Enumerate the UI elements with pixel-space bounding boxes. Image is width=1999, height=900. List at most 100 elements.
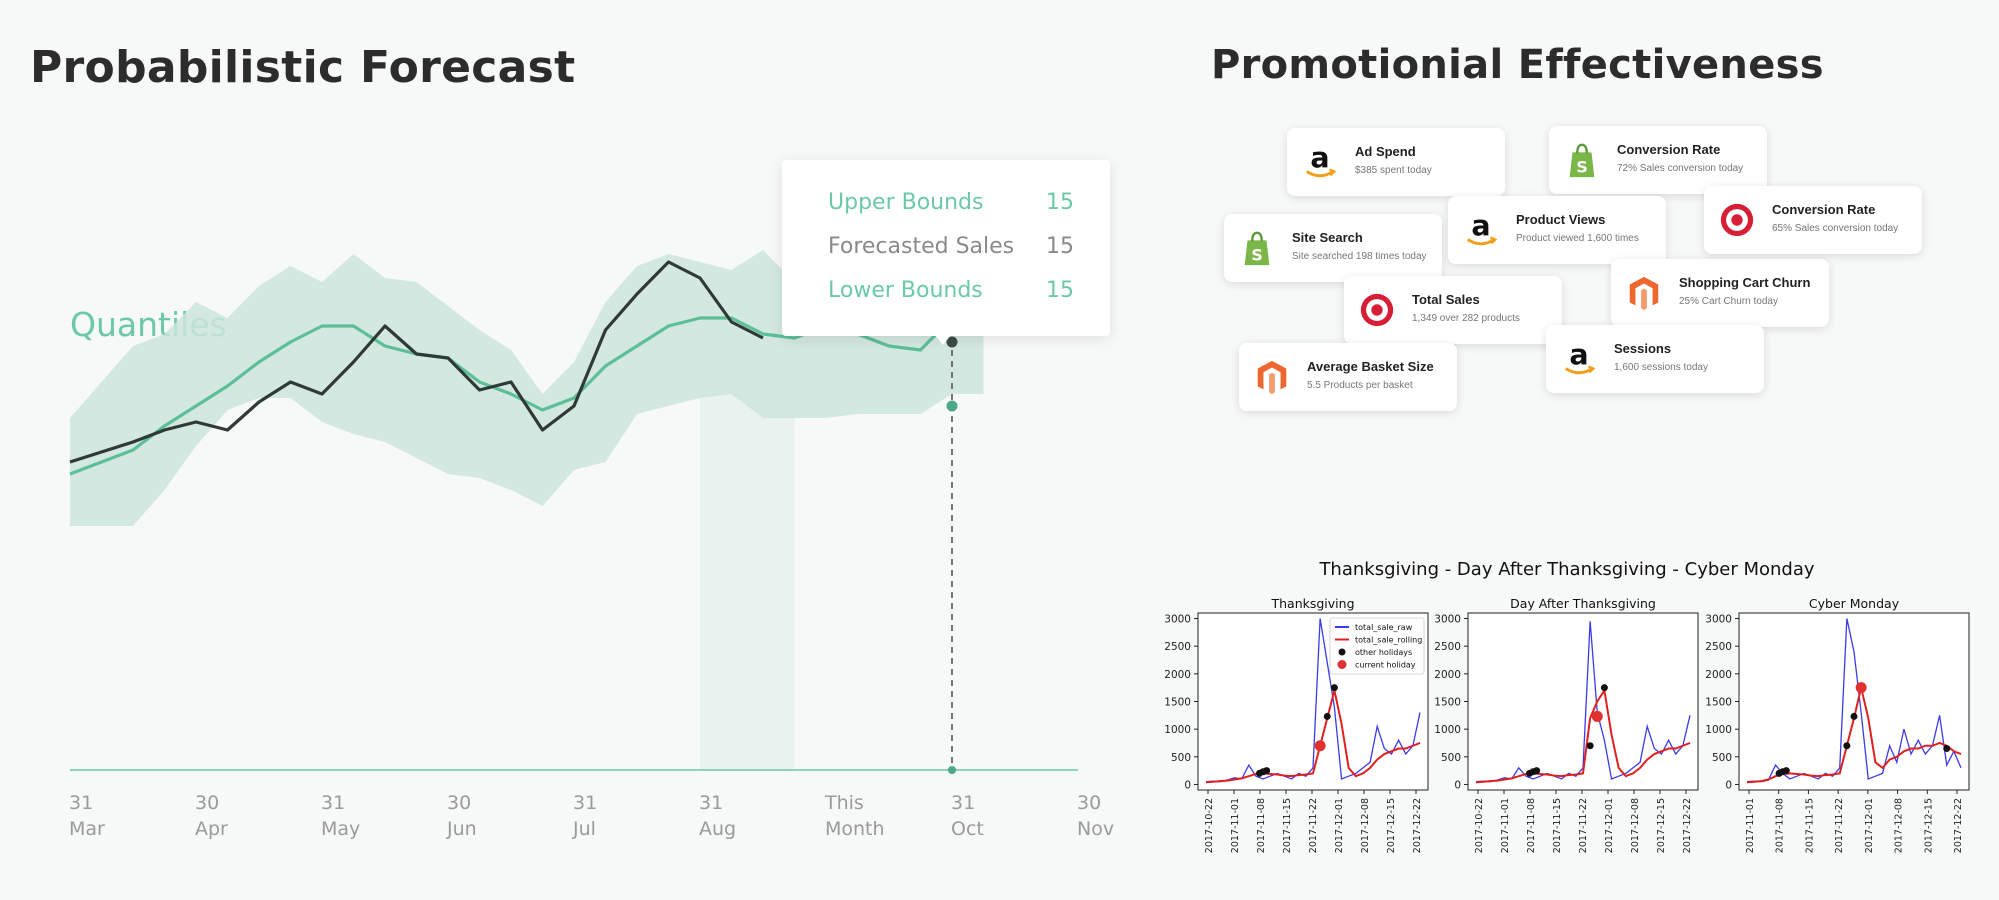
tooltip-value-lower: 15 <box>1046 278 1074 303</box>
card-title: Total Sales <box>1412 292 1480 307</box>
x-tick-label: 2017-11-01 <box>1230 798 1241 853</box>
card-subtitle: $385 spent today <box>1355 165 1432 176</box>
x-tick-label: 2017-11-15 <box>1804 798 1815 853</box>
x-tick-label: 30 Apr <box>195 792 228 840</box>
x-tick-label: 2017-12-08 <box>1360 798 1371 853</box>
metric-card-target[interactable]: Total Sales 1,349 over 282 products <box>1344 276 1562 344</box>
x-tick-label: 31 Aug <box>699 792 736 840</box>
other-holiday-point <box>1330 684 1338 692</box>
metric-card-shopify[interactable]: S Site Search Site searched 198 times toda… <box>1224 214 1442 282</box>
x-tick-label: 2017-11-15 <box>1282 798 1293 853</box>
x-tick-label: 2017-11-22 <box>1834 798 1845 853</box>
highlight-region <box>700 352 795 770</box>
x-tick-label: 2017-12-01 <box>1864 798 1875 853</box>
svg-text:a: a <box>1310 143 1329 175</box>
metric-card-amazon[interactable]: a Sessions 1,600 sessions today <box>1546 325 1764 393</box>
metric-card-magento[interactable]: Shopping Cart Churn 25% Cart Churn today <box>1611 259 1829 327</box>
other-holiday-point <box>1600 684 1608 692</box>
series-total-sale-rolling <box>1205 690 1421 784</box>
x-tick-label: 2017-12-08 <box>1630 798 1641 853</box>
y-tick-label: 2000 <box>1705 669 1732 681</box>
x-tick-label: 2017-11-01 <box>1500 798 1511 853</box>
other-holiday-point <box>1943 745 1951 753</box>
x-tick-label: 2017-11-08 <box>1526 798 1537 853</box>
x-tick-label: 30 Jun <box>446 792 477 840</box>
promotion-title: Promotionial Effectiveness <box>1211 42 1824 88</box>
metric-card-magento[interactable]: Average Basket Size 5.5 Products per bask… <box>1239 343 1457 411</box>
x-tick-label: 2017-11-08 <box>1775 798 1786 853</box>
x-tick-label: 31 Jul <box>572 792 597 840</box>
x-tick-label: 31 May <box>321 792 360 840</box>
y-tick-label: 3000 <box>1164 614 1191 626</box>
x-tick-label: 2017-11-01 <box>1745 798 1756 853</box>
x-tick-label: 2017-11-22 <box>1308 798 1319 853</box>
card-title: Conversion Rate <box>1772 202 1876 217</box>
legend-label: other holidays <box>1355 648 1412 657</box>
y-tick-label: 1500 <box>1705 697 1732 709</box>
forecast-title: Probabilistic Forecast <box>30 42 576 93</box>
quantile-band <box>70 250 984 526</box>
y-tick-label: 500 <box>1441 752 1461 764</box>
target-logo-icon <box>1358 291 1396 329</box>
target-logo-icon <box>1718 201 1756 239</box>
current-holiday-point <box>1855 682 1867 694</box>
card-title: Product Views <box>1516 212 1606 227</box>
x-tick-label: 2017-12-15 <box>1656 798 1667 853</box>
shopify-logo-icon: S <box>1563 141 1601 179</box>
y-tick-label: 0 <box>1454 779 1461 791</box>
current-holiday-point <box>1591 710 1603 722</box>
tooltip-row-lower: Lower Bounds 15 <box>828 278 1074 303</box>
panel-title: Day After Thanksgiving <box>1510 596 1656 611</box>
facet-suptitle: Thanksgiving - Day After Thanksgiving - … <box>1318 559 1814 580</box>
other-holiday-point <box>1782 767 1790 775</box>
metric-card-target[interactable]: Conversion Rate 65% Sales conversion toda… <box>1704 186 1922 254</box>
amazon-logo-icon: a <box>1462 210 1500 249</box>
x-tick-label: 2017-12-01 <box>1334 798 1345 853</box>
tooltip-label-upper: Upper Bounds <box>828 190 984 215</box>
legend-label: total_sale_rolling <box>1355 636 1422 645</box>
x-tick-label: 31 Mar <box>69 792 105 840</box>
x-tick-label: 2017-12-22 <box>1682 798 1693 853</box>
x-tick-label: This Month <box>824 792 885 840</box>
forecast-tooltip: Upper Bounds 15 Forecasted Sales 15 Lowe… <box>782 160 1110 336</box>
metric-card-shopify[interactable]: S Conversion Rate 72% Sales conversion tod… <box>1549 126 1767 194</box>
tooltip-label-lower: Lower Bounds <box>828 278 983 303</box>
card-title: Site Search <box>1292 230 1363 245</box>
y-tick-label: 1000 <box>1164 724 1191 736</box>
panel-title: Thanksgiving <box>1270 596 1354 611</box>
other-holiday-point <box>1263 767 1271 775</box>
svg-text:a: a <box>1569 340 1588 372</box>
card-subtitle: 72% Sales conversion today <box>1617 163 1744 174</box>
y-tick-label: 1000 <box>1434 724 1461 736</box>
card-title: Shopping Cart Churn <box>1679 275 1811 290</box>
panel-title: Cyber Monday <box>1809 596 1900 611</box>
panel-frame <box>1738 612 1970 791</box>
other-holiday-point <box>1843 742 1851 750</box>
svg-text:a: a <box>1471 211 1490 243</box>
current-holiday-point <box>1314 740 1326 752</box>
x-tick-label: 2017-12-15 <box>1386 798 1397 853</box>
other-holiday-point <box>1850 712 1858 720</box>
x-tick-label: 2017-12-22 <box>1953 798 1964 853</box>
x-tick-label: 2017-11-08 <box>1256 798 1267 853</box>
y-tick-label: 3000 <box>1434 614 1461 626</box>
tooltip-label-forecast: Forecasted Sales <box>828 234 1015 259</box>
card-title: Sessions <box>1614 341 1672 356</box>
y-tick-label: 500 <box>1171 752 1191 764</box>
tooltip-value-forecast: 15 <box>1046 234 1074 259</box>
y-tick-label: 2000 <box>1164 669 1191 681</box>
y-tick-label: 500 <box>1712 752 1732 764</box>
magento-logo-icon <box>1253 358 1291 396</box>
x-tick-label: 2017-10-22 <box>1204 798 1215 853</box>
metric-card-amazon[interactable]: a Product Views Product viewed 1,600 times <box>1448 196 1666 264</box>
y-tick-label: 0 <box>1725 779 1732 791</box>
y-tick-label: 2500 <box>1434 641 1461 653</box>
metric-card-amazon[interactable]: a Ad Spend $385 spent today <box>1287 128 1505 196</box>
legend-label: total_sale_raw <box>1355 623 1413 632</box>
x-tick-label: 2017-11-15 <box>1552 798 1563 853</box>
x-tick-label: 2017-11-22 <box>1578 798 1589 853</box>
card-title: Ad Spend <box>1355 144 1416 159</box>
x-tick-label: 30 Nov <box>1077 792 1114 840</box>
